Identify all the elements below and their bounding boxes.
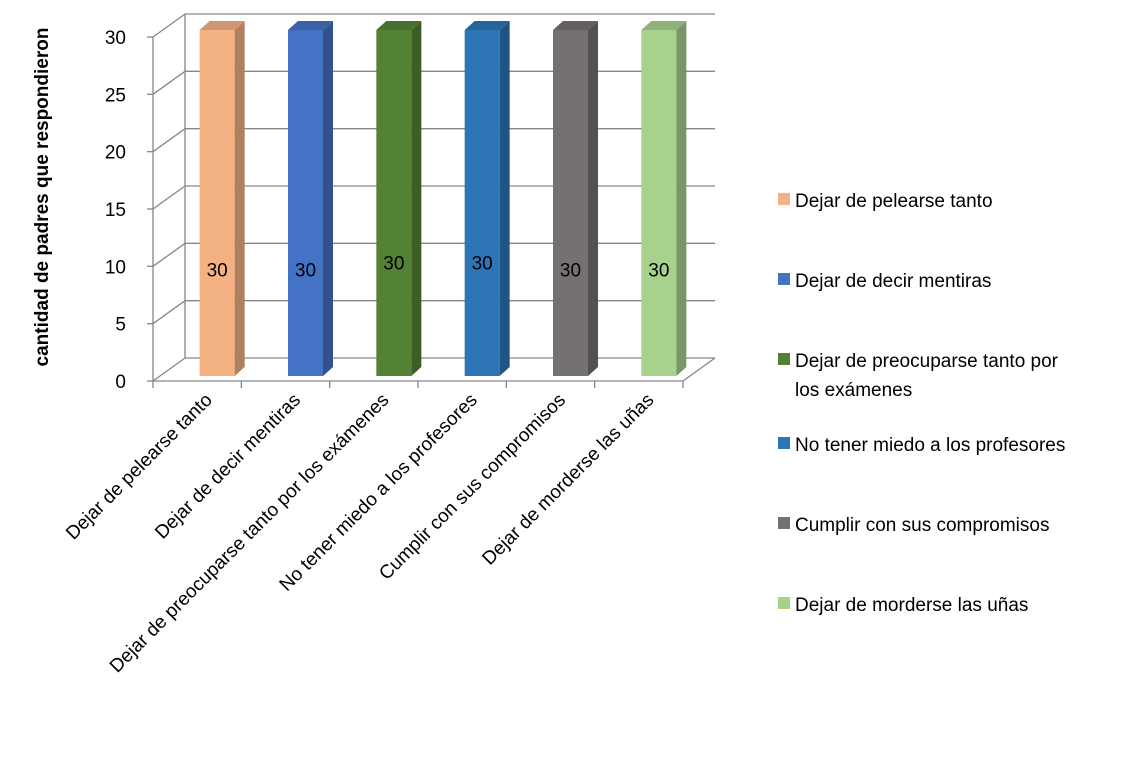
legend-swatch	[778, 597, 790, 609]
legend-swatch	[778, 353, 790, 365]
legend-item-3: Dejar de preocuparse tanto por los exámen…	[778, 351, 1059, 401]
y-tick-label: 30	[105, 28, 126, 49]
bar-1: 30	[199, 21, 245, 376]
gridline-side	[152, 70, 186, 95]
bar-top-face	[464, 21, 510, 30]
y-axis-label: cantidad de padres que respondieron	[32, 28, 53, 367]
y-tick-label: 10	[105, 257, 126, 278]
y-tick-label: 25	[105, 85, 126, 106]
legend-label: Dejar de preocuparse tanto por	[795, 351, 1059, 372]
data-label: 30	[560, 260, 581, 281]
legend-swatch	[778, 437, 790, 449]
floor-right-edge	[682, 357, 716, 382]
bar-3: 30	[376, 21, 422, 376]
bar-top-face	[641, 21, 687, 30]
legend: Dejar de pelearse tanto Dejar de decir me…	[778, 191, 1065, 616]
bar-top-face	[376, 21, 422, 30]
gridline-side	[152, 128, 186, 153]
x-category-label: Dejar de pelearse tanto	[62, 390, 217, 545]
gridline-side	[152, 300, 186, 325]
bar-front-face	[376, 30, 412, 376]
x-category-label: Dejar de morderse las uñas	[478, 390, 658, 570]
y-tick-label: 20	[105, 143, 126, 164]
plot-area: 0 5 10 15 20 25 30 30 30 30 30 30 30 Dejar de pelears…	[62, 13, 716, 677]
gridline-side	[152, 13, 186, 38]
legend-item-6: Dejar de morderse las uñas	[778, 595, 1028, 616]
gridline-side	[152, 185, 186, 210]
bar-side-face	[588, 21, 598, 376]
bar-side-face	[676, 21, 687, 376]
bar-front-face	[464, 30, 500, 376]
legend-swatch	[778, 273, 790, 285]
legend-swatch	[778, 517, 790, 529]
bar-side-face	[323, 21, 333, 376]
legend-label: los exámenes	[795, 380, 912, 401]
bar-side-face	[499, 21, 510, 376]
data-label: 30	[472, 253, 493, 274]
legend-item-5: Cumplir con sus compromisos	[778, 515, 1049, 536]
bar-top-face	[553, 21, 598, 30]
bar-2: 30	[288, 21, 333, 376]
legend-item-4: No tener miedo a los profesores	[778, 435, 1065, 456]
bar-6: 30	[641, 21, 687, 376]
y-tick-label: 0	[115, 372, 126, 393]
data-label: 30	[207, 260, 228, 281]
bar-front-face	[641, 30, 677, 376]
bar-side-face	[234, 21, 245, 376]
bar-side-face	[411, 21, 422, 376]
data-label: 30	[295, 260, 316, 281]
legend-item-2: Dejar de decir mentiras	[778, 271, 991, 292]
legend-label: Dejar de pelearse tanto	[795, 191, 993, 212]
gridline-side	[152, 242, 186, 267]
gridline-side	[152, 357, 186, 382]
y-tick-label: 5	[115, 315, 126, 336]
bar-front-face	[199, 30, 235, 376]
bar-5: 30	[553, 21, 598, 376]
legend-item-1: Dejar de pelearse tanto	[778, 191, 993, 212]
legend-label: Cumplir con sus compromisos	[795, 515, 1049, 536]
legend-label: No tener miedo a los profesores	[795, 435, 1065, 456]
x-category-label: Cumplir con sus compromisos	[375, 390, 570, 585]
bar-front-face	[553, 30, 588, 376]
legend-swatch	[778, 193, 790, 205]
bar-front-face	[288, 30, 323, 376]
data-label: 30	[648, 260, 669, 281]
legend-label: Dejar de morderse las uñas	[795, 595, 1028, 616]
data-label: 30	[383, 253, 404, 274]
bar-top-face	[288, 21, 333, 30]
bar-4: 30	[464, 21, 510, 376]
bar-top-face	[199, 21, 245, 30]
y-tick-label: 15	[105, 200, 126, 221]
legend-label: Dejar de decir mentiras	[795, 271, 991, 292]
x-category-label: Dejar de decir mentiras	[151, 390, 305, 544]
